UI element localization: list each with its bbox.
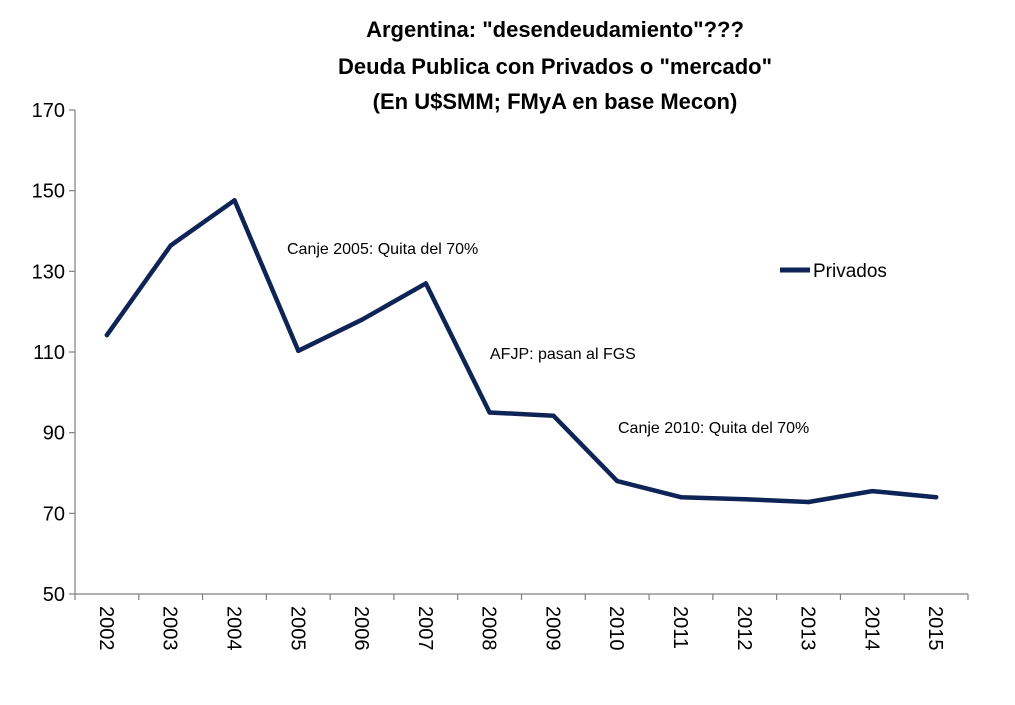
x-tick-label: 2010 [605,606,627,651]
x-tick-label: 2007 [414,606,436,651]
chart-title: Argentina: "desendeudamiento"??? Deuda P… [338,17,772,114]
x-tick-label: 2004 [222,606,244,651]
data-point [551,413,556,418]
y-tick-label: 110 [33,342,65,364]
data-point [487,410,492,415]
y-tick-label: 130 [32,261,65,283]
title-line-3: (En U$SMM; FMyA en base Mecon) [373,89,738,114]
data-point [870,488,875,494]
series-group [104,198,939,505]
data-point [359,317,365,322]
x-axis-ticks: 2002 2003 2004 2005 2006 2007 2008 2009 2010 2011… [74,594,969,651]
data-point [678,495,684,500]
y-tick-label: 90 [43,423,65,445]
data-point [423,281,429,286]
x-tick-label: 2003 [159,606,181,651]
legend-label-privados: Privados [813,261,887,282]
y-tick-label: 50 [43,584,65,606]
data-point [104,332,110,338]
series-line-privados [104,198,939,505]
x-tick-label: 2014 [860,606,882,651]
title-line-1: Argentina: "desendeudamiento"??? [366,17,744,42]
legend: Privados [780,261,887,282]
x-tick-label: 2012 [733,606,755,651]
data-point [296,348,301,353]
data-point [806,499,811,505]
annotation-canje-2005: Canje 2005: Quita del 70% [287,241,478,258]
title-line-2: Deuda Publica con Privados o "mercado" [338,54,772,79]
x-tick-label: 2013 [797,606,819,651]
y-tick-label: 170 [32,100,65,122]
x-tick-label: 2009 [541,606,563,651]
data-point [168,243,173,248]
annotation-afjp: AFJP: pasan al FGS [490,346,636,363]
data-point [933,495,939,500]
x-tick-label: 2005 [286,606,308,651]
y-axis-ticks: 50 70 90 110 130 150 170 [32,100,75,606]
data-point [232,198,237,203]
y-tick-label: 70 [43,503,65,525]
data-point [614,478,620,484]
annotation-canje-2010: Canje 2010: Quita del 70% [618,420,809,437]
y-tick-label: 150 [32,181,65,203]
data-point [742,497,747,502]
x-tick-label: 2002 [95,606,117,651]
x-tick-label: 2015 [924,606,946,651]
x-tick-label: 2008 [478,606,500,651]
x-tick-label: 2011 [669,606,691,649]
x-tick-label: 2006 [350,606,372,651]
